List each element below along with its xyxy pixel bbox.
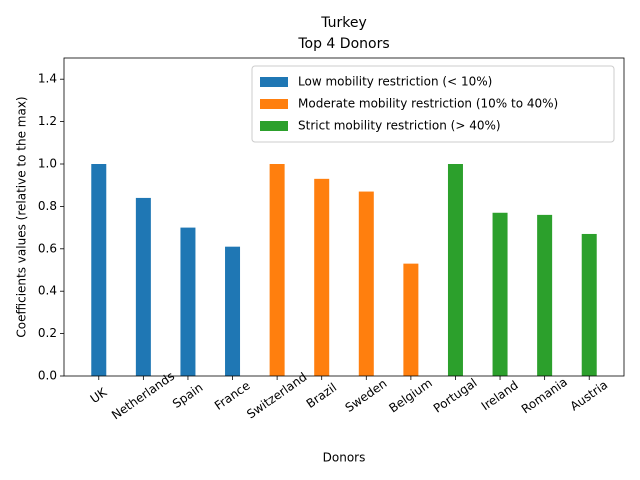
x-tick-label: Brazil (304, 380, 339, 411)
y-tick-label: 1.4 (38, 72, 57, 86)
bar (581, 233, 597, 376)
bar (358, 191, 374, 376)
bar (314, 178, 330, 376)
legend-swatch (260, 77, 288, 87)
legend-label: Moderate mobility restriction (10% to 40… (298, 97, 558, 111)
y-tick-label: 0.0 (38, 369, 57, 383)
bar (537, 214, 553, 376)
y-tick-label: 1.2 (38, 114, 57, 128)
bar (403, 263, 419, 376)
axes-frame (63, 57, 625, 377)
bar (269, 164, 285, 376)
y-tick-label: 0.8 (38, 199, 57, 213)
x-tick-label: Spain (170, 380, 205, 411)
y-tick-label: 0.4 (38, 284, 57, 298)
legend-swatch (260, 99, 288, 109)
bar (225, 246, 241, 376)
y-axis-label: Coefficients values (relative to the max… (15, 96, 29, 337)
bar (91, 164, 107, 376)
bar (180, 227, 196, 376)
chart-title: Turkey (320, 15, 367, 31)
bar (135, 197, 151, 376)
legend-label: Low mobility restriction (< 10%) (298, 75, 492, 89)
bar (492, 212, 508, 376)
bar (447, 164, 463, 376)
y-tick-label: 0.6 (38, 241, 57, 255)
legend-box (251, 65, 615, 143)
x-tick-label: Sweden (343, 376, 390, 415)
y-tick-label: 1.0 (38, 157, 57, 171)
x-tick-label: Portugal (431, 376, 480, 416)
x-tick-label: Romania (519, 375, 570, 417)
x-tick-label: Ireland (479, 378, 521, 413)
legend-label: Strict mobility restriction (> 40%) (298, 119, 501, 133)
y-tick-label: 0.2 (38, 326, 57, 340)
x-axis-label: Donors (323, 451, 366, 465)
legend-swatch (260, 121, 288, 131)
x-tick-label: UK (88, 384, 111, 406)
x-tick-label: Austria (568, 378, 611, 414)
chart-subtitle: Top 4 Donors (297, 36, 389, 52)
x-tick-label: Belgium (386, 376, 434, 416)
